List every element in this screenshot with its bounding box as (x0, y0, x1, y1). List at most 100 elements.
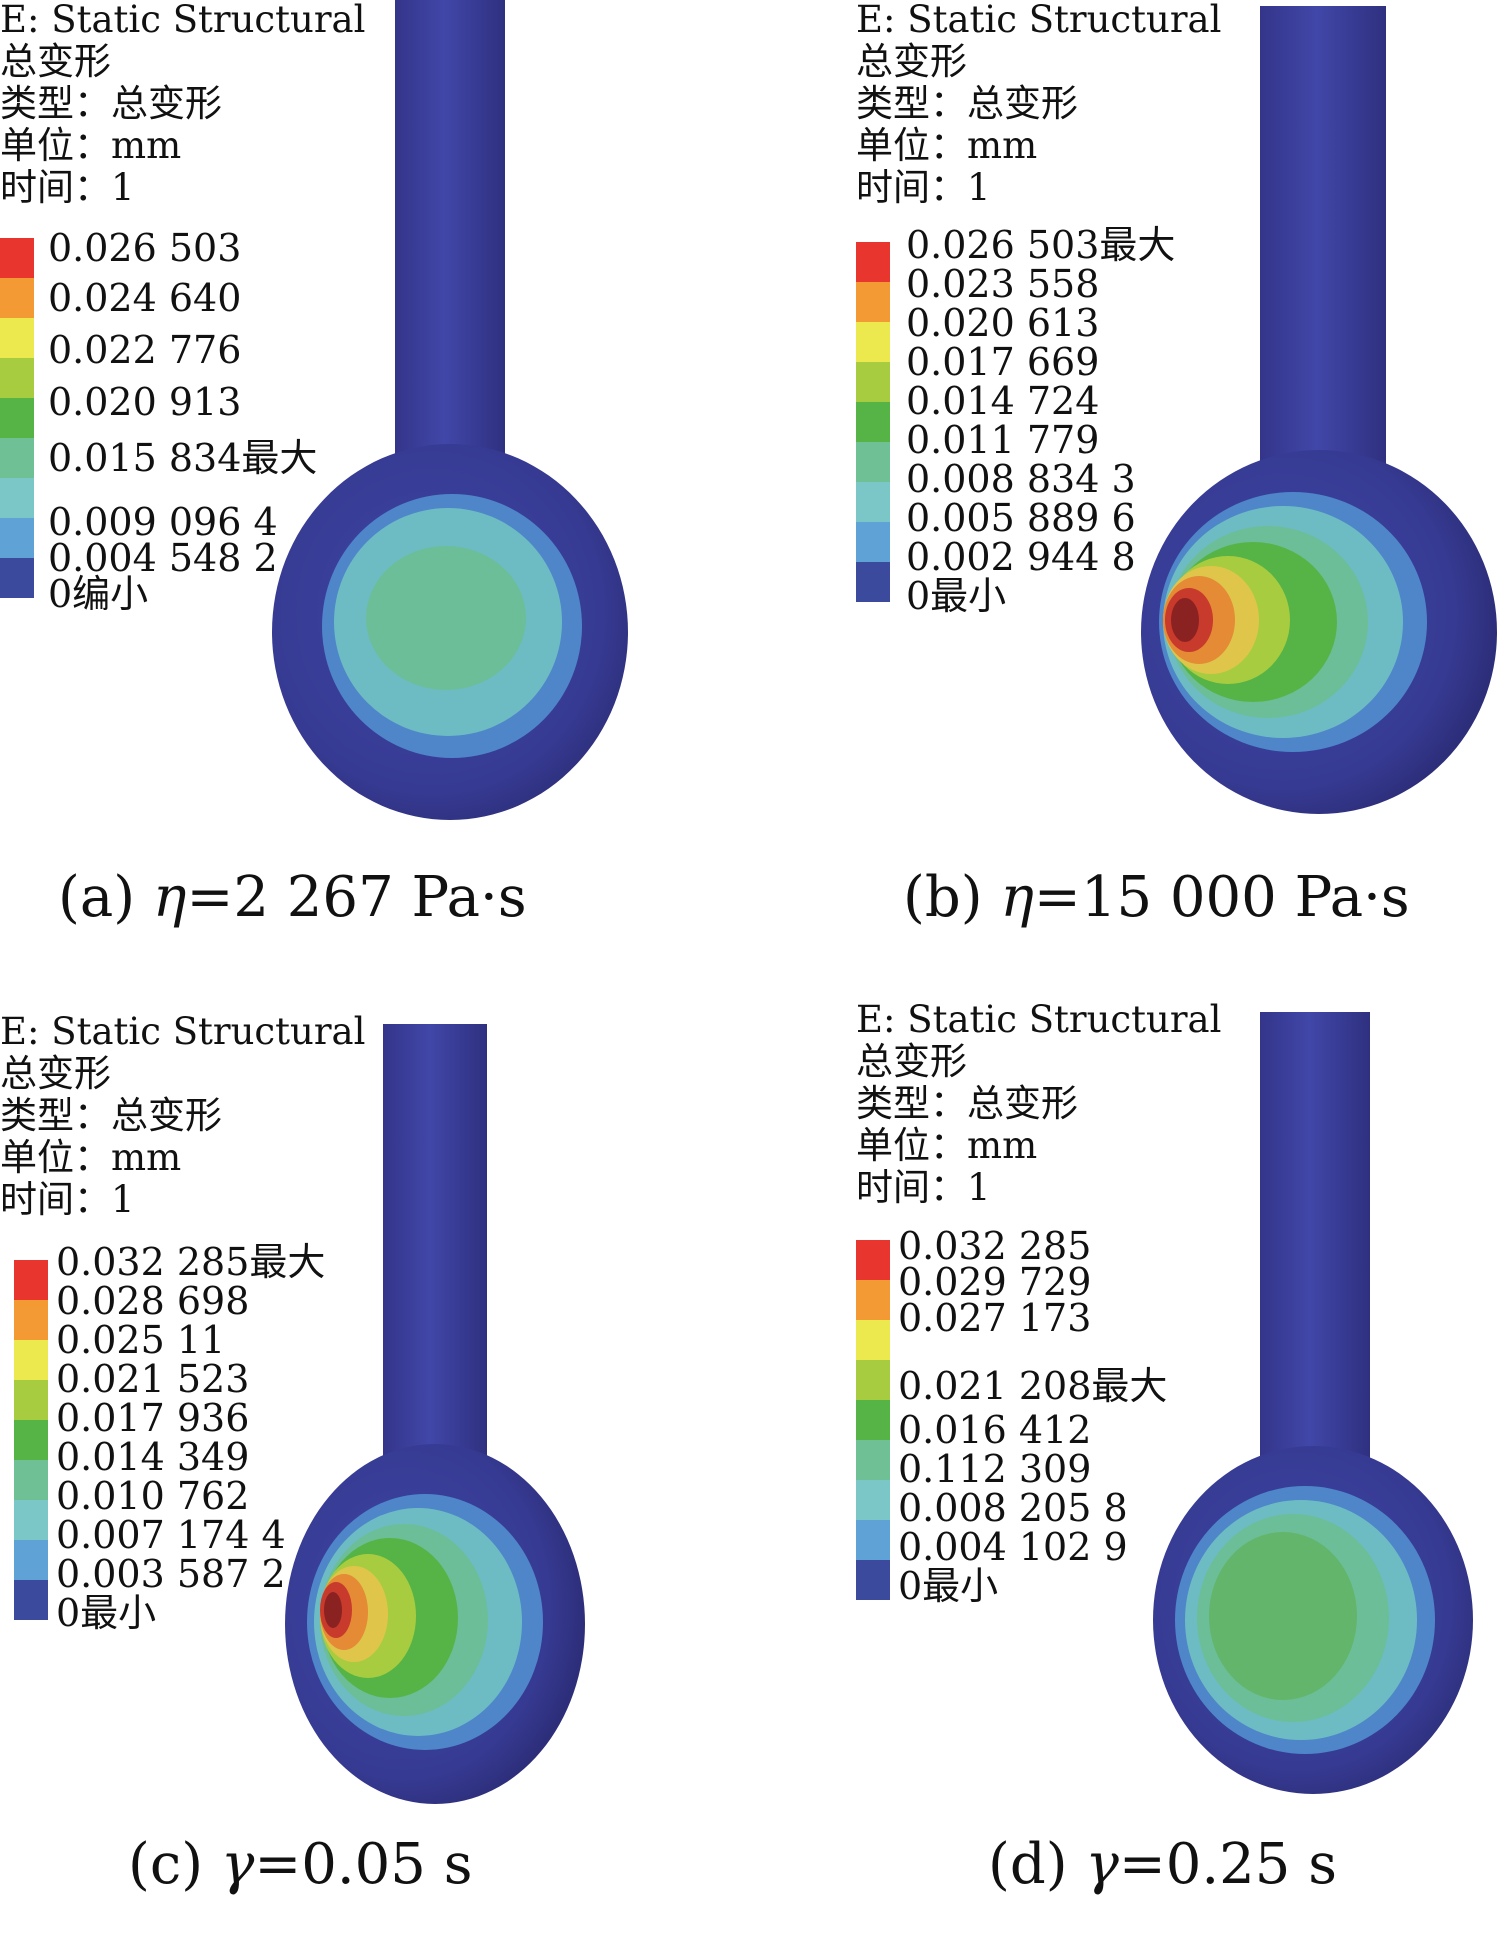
header-line: 类型：总变形 (856, 1082, 1078, 1125)
legend-swatch (0, 438, 34, 478)
legend-label: 0.015 834最大 (48, 436, 318, 480)
header-line: E: Static Structural (856, 0, 1222, 41)
contour-band (1209, 1532, 1357, 1700)
contour-band (366, 546, 526, 690)
legend-swatch (14, 1500, 48, 1540)
legend-label: 0.008 205 8 (898, 1486, 1128, 1530)
caption-a: (a) η=2 267 Pa·s (58, 865, 527, 930)
legend-swatch (856, 1520, 890, 1560)
legend-label: 0.005 889 6 (906, 496, 1136, 540)
header-d: E: Static Structural 总变形 类型：总变形 单位：mm 时间… (856, 1000, 1221, 1210)
legend-label: 0.025 11 (56, 1318, 226, 1362)
legend-swatch (856, 482, 890, 522)
legend-label: 0.027 173 (898, 1296, 1092, 1340)
legend-label: 0.014 349 (56, 1435, 250, 1479)
legend-label: 0.020 913 (48, 380, 242, 424)
legend-swatch (14, 1420, 48, 1460)
legend-swatch (856, 1480, 890, 1520)
legend-swatch (14, 1260, 48, 1300)
legend-label: 0.014 724 (906, 379, 1100, 423)
legend-label: 0.032 285最大 (56, 1240, 326, 1284)
header-line: 总变形 (0, 40, 111, 83)
header-line: 单位：mm (856, 124, 1038, 167)
deformation-model-b (1141, 6, 1497, 814)
legend-swatch (0, 478, 34, 518)
caption-symbol: η (1000, 865, 1034, 930)
deformation-model-a (272, 0, 628, 820)
header-line: 单位：mm (0, 1136, 182, 1179)
legend-label: 0.020 613 (906, 301, 1100, 345)
legend-swatch (856, 1320, 890, 1360)
caption-prefix: (a) (58, 865, 153, 930)
caption-symbol: γ (1085, 1832, 1119, 1897)
legend-a: 0.026 503 0.024 640 0.022 776 0.020 913 … (0, 228, 320, 614)
legend-label: 0.022 776 (48, 328, 242, 372)
header-line: 时间：1 (856, 1166, 991, 1209)
shaft (383, 1024, 487, 1484)
legend-swatch (0, 558, 34, 598)
header-line: 总变形 (856, 1040, 967, 1083)
legend-swatch (856, 1560, 890, 1600)
caption-prefix: (c) (128, 1832, 221, 1897)
header-c: E: Static Structural 总变形 类型：总变形 单位：mm 时间… (0, 1012, 365, 1222)
legend-swatch (856, 1280, 890, 1320)
caption-value: =0.25 s (1118, 1832, 1337, 1897)
legend-label: 0.029 729 (898, 1260, 1092, 1304)
legend-label: 0.003 587 2 (56, 1552, 286, 1596)
legend-swatch (0, 518, 34, 558)
contour-band (324, 1592, 342, 1628)
caption-prefix: (d) (988, 1832, 1086, 1897)
legend-label: 0.024 640 (48, 276, 242, 320)
legend-swatch (856, 322, 890, 362)
legend-d: 0.032 285 0.029 729 0.027 173 0.021 208最… (856, 1226, 1176, 1606)
legend-label: 0.112 309 (898, 1447, 1092, 1491)
legend-label: 0最小 (898, 1564, 999, 1608)
legend-label: 0.021 523 (56, 1357, 250, 1401)
legend-label: 0.007 174 4 (56, 1513, 286, 1557)
legend-swatch (14, 1460, 48, 1500)
legend-label: 0.026 503 (48, 226, 242, 270)
panel-a: E: Static Structural 总变形 类型：总变形 单位：mm 时间… (0, 0, 753, 948)
panel-b: E: Static Structural 总变形 类型：总变形 单位：mm 时间… (753, 0, 1506, 948)
caption-b: (b) η=15 000 Pa·s (903, 865, 1410, 930)
caption-symbol: γ (220, 1832, 255, 1897)
legend-swatch (14, 1580, 48, 1620)
header-line: E: Static Structural (0, 1010, 366, 1053)
caption-d: (d) γ=0.25 s (988, 1832, 1337, 1897)
panel-d: E: Static Structural 总变形 类型：总变形 单位：mm 时间… (753, 1000, 1506, 1948)
legend-label: 0最小 (906, 574, 1007, 618)
legend-label: 0.017 669 (906, 340, 1100, 384)
legend-label: 0.016 412 (898, 1408, 1092, 1452)
legend-label: 0.008 834 3 (906, 457, 1136, 501)
caption-value: =0.05 s (254, 1832, 473, 1897)
legend-label: 0.021 208最大 (898, 1364, 1168, 1408)
legend-c: 0.032 285最大 0.028 698 0.025 11 0.021 523… (14, 1242, 334, 1633)
header-line: 总变形 (0, 1052, 111, 1095)
legend-swatch (856, 402, 890, 442)
header-line: 类型：总变形 (0, 1094, 222, 1137)
caption-value: =2 267 Pa·s (186, 865, 527, 930)
legend-label: 0.026 503最大 (906, 223, 1176, 267)
legend-label: 0.009 096 4 (48, 500, 278, 544)
panel-c: E: Static Structural 总变形 类型：总变形 单位：mm 时间… (0, 1012, 753, 1960)
legend-swatch (0, 238, 34, 278)
header-line: 类型：总变形 (856, 82, 1078, 125)
legend-swatch (14, 1340, 48, 1380)
legend-swatch (856, 1440, 890, 1480)
caption-c: (c) γ=0.05 s (128, 1832, 472, 1897)
legend-swatch (0, 398, 34, 438)
legend-label: 0.002 944 8 (906, 535, 1136, 579)
legend-swatch (14, 1380, 48, 1420)
deformation-model-d (1153, 1012, 1473, 1794)
header-line: E: Static Structural (0, 0, 366, 41)
legend-swatch (0, 318, 34, 358)
header-line: 时间：1 (856, 166, 991, 209)
header-line: E: Static Structural (856, 998, 1222, 1041)
legend-swatch (0, 278, 34, 318)
header-line: 类型：总变形 (0, 82, 222, 125)
header-line: 总变形 (856, 40, 967, 83)
legend-swatch (856, 242, 890, 282)
legend-swatch (856, 1240, 890, 1280)
deformation-model-c (285, 1024, 585, 1804)
legend-label: 0最小 (56, 1591, 157, 1635)
